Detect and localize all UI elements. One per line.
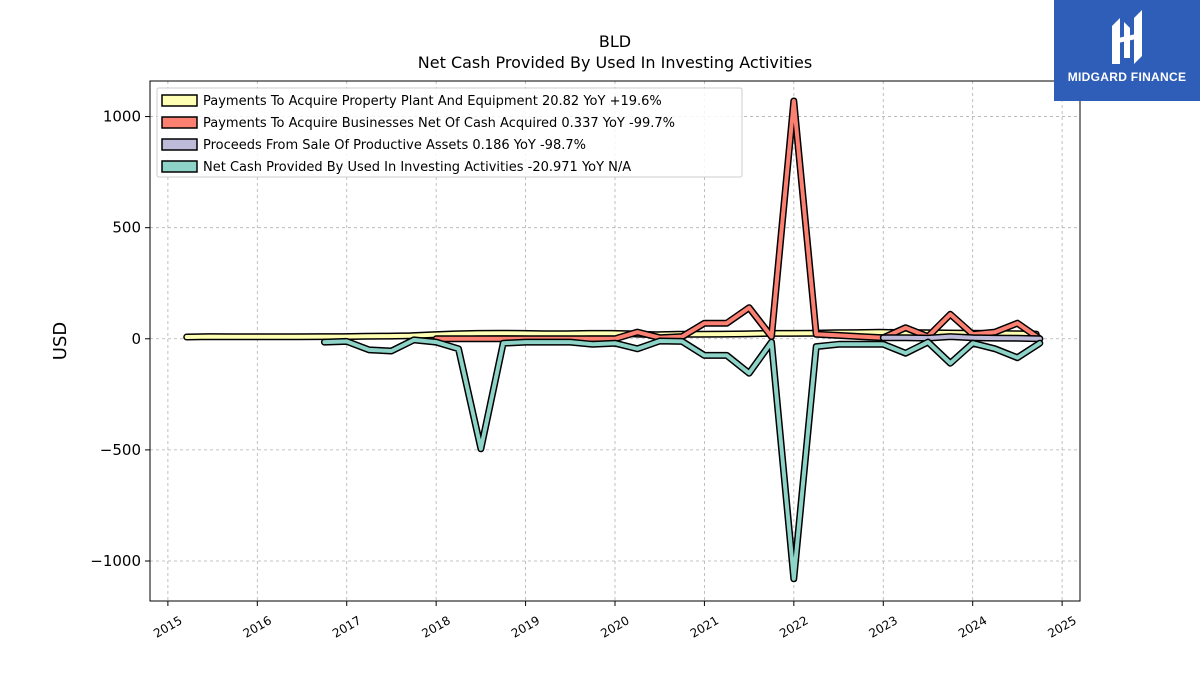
chart-subtitle: Net Cash Provided By Used In Investing A… (418, 53, 812, 72)
legend: Payments To Acquire Property Plant And E… (156, 87, 743, 178)
y-tick-label: −500 (100, 441, 141, 459)
brand-name: MIDGARD FINANCE (1067, 70, 1187, 84)
y-tick-label: 1000 (103, 108, 141, 126)
legend-swatch (161, 116, 198, 129)
legend-entry: Net Cash Provided By Used In Investing A… (203, 160, 631, 175)
y-tick-label: −1000 (90, 552, 141, 570)
legend-box (156, 87, 743, 178)
brand-logo: MIDGARD FINANCE (1054, 0, 1200, 101)
legend-entry: Payments To Acquire Businesses Net Of Ca… (203, 116, 675, 131)
y-axis-label: USD (50, 322, 71, 360)
plot-frame (149, 80, 1081, 602)
legend-entry: Proceeds From Sale Of Productive Assets … (203, 138, 586, 153)
legend-swatch (161, 160, 198, 173)
midgard-logo-icon (1112, 10, 1142, 64)
legend-entry: Payments To Acquire Property Plant And E… (203, 94, 662, 109)
legend-swatch (161, 138, 198, 151)
series-lines (183, 97, 1044, 583)
y-tick-label: 0 (131, 330, 141, 348)
series-line-2 (881, 334, 1042, 341)
y-axis-ticks: 1000 500 0 −500 −1000 (90, 108, 150, 570)
legend-swatch (161, 94, 198, 107)
y-tick-label: 500 (112, 219, 141, 237)
chart-title: BLD (599, 32, 631, 51)
